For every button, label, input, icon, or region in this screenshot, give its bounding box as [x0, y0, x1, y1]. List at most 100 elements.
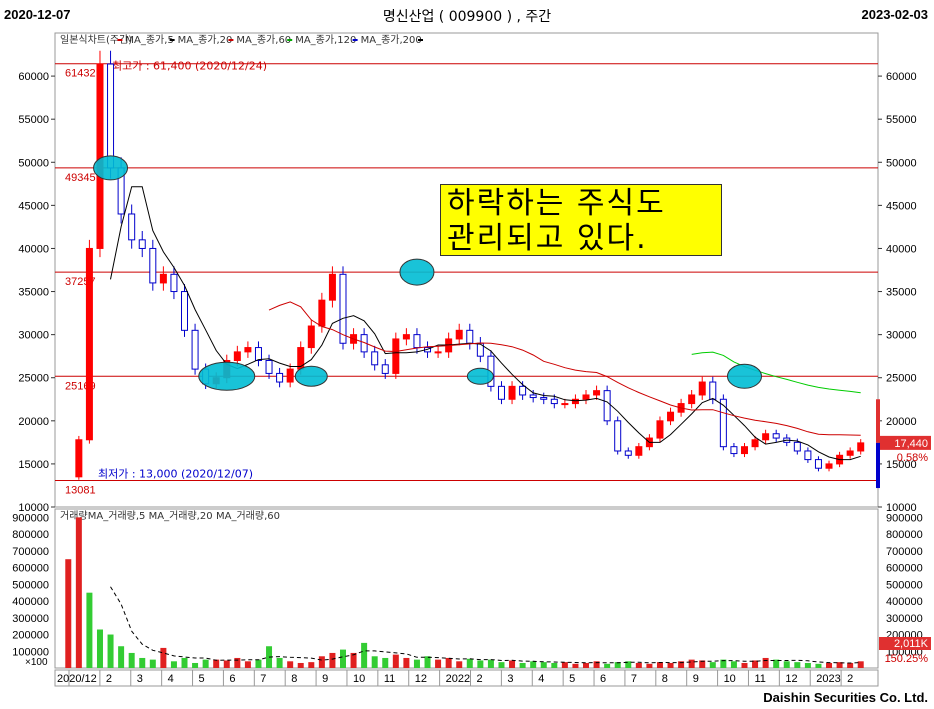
volume-bar	[688, 659, 695, 668]
candle-body	[519, 385, 527, 396]
legend-swatch	[418, 39, 423, 41]
date-label: 6	[229, 673, 235, 685]
price-tick-label-right: 20000	[886, 416, 917, 428]
candle-body	[328, 273, 336, 301]
candle-body	[138, 239, 146, 249]
volume-bar	[826, 662, 833, 668]
right-scale-bar-up	[876, 399, 880, 443]
price-tick-label: 55000	[18, 114, 49, 126]
date-label: 8	[662, 673, 668, 685]
candle-body	[149, 247, 157, 284]
candle-body	[762, 433, 770, 441]
volume-bar	[192, 662, 199, 668]
last-price-tag	[879, 435, 931, 450]
price-tick-label: 10000	[18, 502, 49, 514]
volume-bar	[413, 659, 420, 668]
volume-bar	[583, 662, 590, 668]
price-tick-label-right: 15000	[886, 459, 917, 471]
volume-bar	[371, 656, 378, 668]
date-label: 11	[384, 673, 395, 685]
price-tick-label: 15000	[18, 459, 49, 471]
volume-bar	[519, 662, 526, 668]
candle-body	[719, 398, 727, 448]
highlight-ellipse	[726, 363, 762, 389]
candle-body	[656, 420, 664, 439]
volume-tick-label: 600000	[12, 563, 49, 575]
volume-tick-label: 800000	[12, 529, 49, 541]
candle-body	[75, 439, 83, 478]
price-tick-label: 60000	[18, 71, 49, 83]
volume-bar	[656, 662, 663, 668]
candle-body	[107, 63, 115, 169]
price-tick-label: 25000	[18, 373, 49, 385]
date-label: 6	[600, 673, 606, 685]
price-legend-item: MA_종가,200	[361, 34, 422, 46]
candle-body	[635, 446, 643, 456]
highlight-ellipse	[399, 258, 435, 286]
candle-body	[667, 411, 675, 422]
price-tick-label-right: 10000	[886, 502, 917, 514]
low-note: 최저가 : 13,000 (2020/12/07)	[98, 467, 253, 480]
candle-body	[540, 397, 548, 400]
volume-bar	[96, 629, 103, 668]
volume-tick-label-right: 300000	[886, 613, 923, 625]
date-label: 2	[477, 673, 483, 685]
volume-bar	[530, 661, 537, 668]
volume-bar	[678, 661, 685, 668]
price-tick-label-right: 55000	[886, 114, 917, 126]
price-legend-item: MA_종가,120	[295, 34, 356, 46]
brand-footer: Daishin Securities Co. Ltd.	[763, 690, 928, 705]
candle-body	[85, 247, 93, 441]
volume-ma5-line	[110, 586, 861, 664]
volume-bar	[435, 659, 442, 668]
legend-swatch	[287, 39, 293, 41]
date-label: 2	[847, 673, 853, 685]
volume-bar	[329, 652, 336, 668]
candle-body	[793, 441, 801, 452]
price-legend-item: MA_종가,60	[236, 34, 291, 46]
volume-bar	[403, 657, 410, 668]
price-tick-label: 50000	[18, 157, 49, 169]
price-legend-item: 일본식차트(주간)	[60, 34, 132, 46]
price-tick-label: 30000	[18, 330, 49, 342]
highlight-ellipse	[93, 155, 129, 181]
date-label: 3	[137, 673, 143, 685]
date-label: 5	[569, 673, 575, 685]
volume-bar	[445, 657, 452, 668]
volume-bar	[561, 662, 568, 668]
volume-legend-item: MA_거래량,5	[88, 510, 146, 522]
volume-bar	[181, 657, 188, 668]
candle-body	[508, 385, 516, 400]
price-tick-label-right: 25000	[886, 373, 917, 385]
candle-body	[772, 433, 780, 439]
volume-bar	[392, 654, 399, 668]
right-scale-bar-down	[876, 442, 880, 489]
volume-bar	[276, 657, 283, 668]
candle-body	[413, 334, 421, 349]
volume-tick-label-right: 600000	[886, 563, 923, 575]
volume-bar	[149, 659, 156, 668]
header-bar: 2020-12-07 명신산업 ( 009900 ) , 주간 2023-02-…	[0, 0, 934, 30]
volume-bar	[551, 662, 558, 668]
volume-tick-label-right: 900000	[886, 512, 923, 524]
candle-body	[857, 442, 865, 452]
volume-bar	[572, 663, 579, 668]
last-price-value: 17,440	[894, 438, 928, 450]
date-axis-frame	[54, 669, 879, 687]
candle-body	[128, 213, 136, 241]
candle-body	[170, 273, 178, 293]
price-tick-label-right: 45000	[886, 200, 917, 212]
volume-bar	[509, 660, 516, 668]
volume-bar	[794, 662, 801, 668]
legend-swatch	[228, 39, 234, 41]
candle-body	[191, 329, 199, 370]
volume-tick-label: 300000	[12, 613, 49, 625]
candle-body	[159, 273, 167, 284]
volume-tick-label-right: 400000	[886, 596, 923, 608]
volume-bar	[540, 662, 547, 668]
volume-bar	[593, 661, 600, 668]
candle-body	[730, 446, 738, 455]
volume-bar	[297, 662, 304, 668]
date-label: 2	[106, 673, 112, 685]
